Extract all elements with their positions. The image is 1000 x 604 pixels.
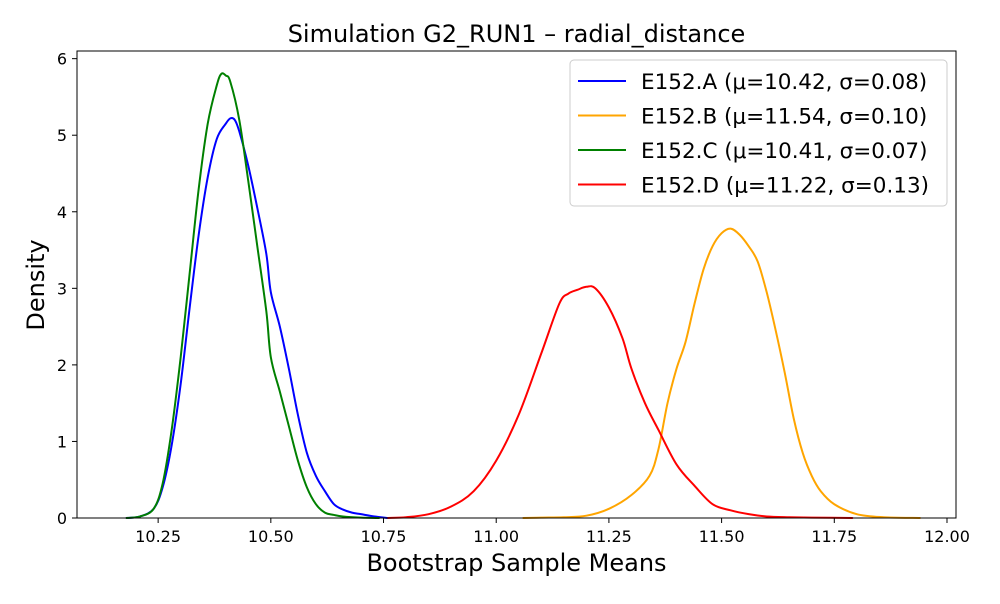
y-tick-label: 1 <box>57 432 67 451</box>
y-axis-label: Density <box>22 239 50 330</box>
y-tick-label: 0 <box>57 509 67 528</box>
x-tick-label: 11.25 <box>586 527 632 546</box>
series-line-4 <box>387 285 854 519</box>
series-line-2 <box>522 227 921 519</box>
x-tick-label: 11.00 <box>473 527 519 546</box>
y-tick-label: 3 <box>57 279 67 298</box>
y-tick-label: 4 <box>57 203 67 222</box>
legend-label-3: E152.C (μ=10.41, σ=0.07) <box>641 139 928 164</box>
y-tick-label: 2 <box>57 356 67 375</box>
x-axis: 10.25 10.50 10.75 11.00 11.25 11.50 11.75 12.00 <box>135 518 970 546</box>
y-axis: 0 1 2 3 4 5 6 <box>57 50 77 528</box>
plot-area <box>125 72 921 519</box>
series-line-3 <box>125 72 381 519</box>
x-tick-label: 10.75 <box>361 527 407 546</box>
legend: E152.A (μ=10.42, σ=0.08) E152.B (μ=11.54,… <box>569 59 948 207</box>
y-tick-label: 5 <box>57 126 67 145</box>
legend-frame <box>569 59 948 207</box>
x-tick-label: 10.25 <box>135 527 181 546</box>
x-axis-label: Bootstrap Sample Means <box>366 549 666 577</box>
legend-label-1: E152.A (μ=10.42, σ=0.08) <box>641 70 927 95</box>
x-tick-label: 11.50 <box>699 527 745 546</box>
x-tick-label: 11.75 <box>811 527 857 546</box>
legend-label-4: E152.D (μ=11.22, σ=0.13) <box>641 174 929 199</box>
series-line-1 <box>125 117 390 519</box>
axes-frame <box>76 50 957 519</box>
chart-title: Simulation G2_RUN1 – radial_distance <box>288 20 746 48</box>
x-tick-label: 10.50 <box>248 527 294 546</box>
x-tick-label: 12.00 <box>924 527 970 546</box>
legend-label-2: E152.B (μ=11.54, σ=0.10) <box>641 105 927 130</box>
y-tick-label: 6 <box>57 50 67 69</box>
